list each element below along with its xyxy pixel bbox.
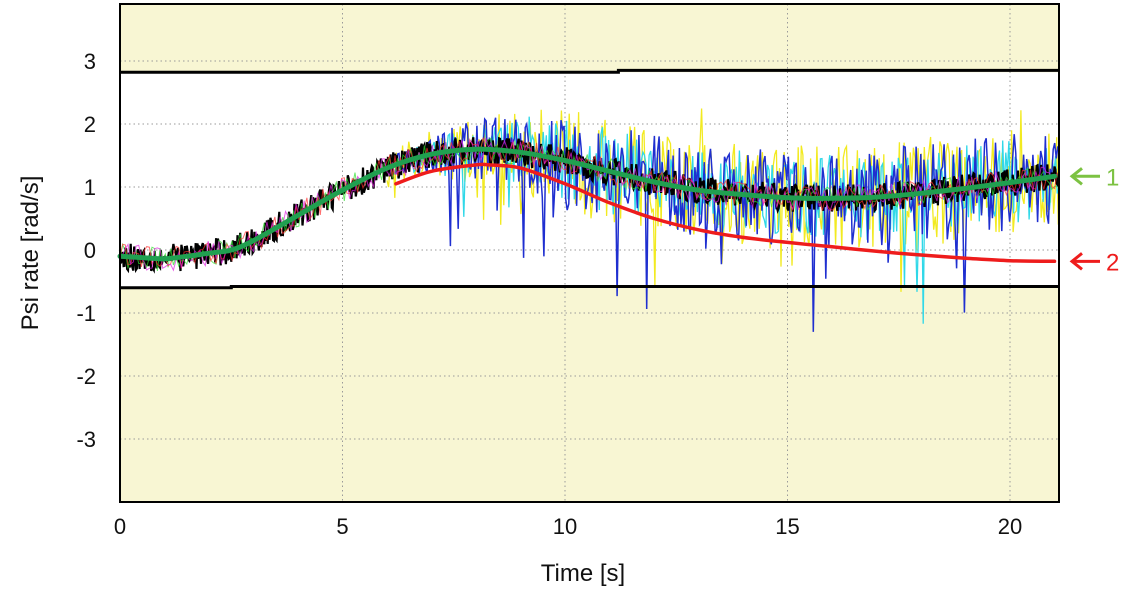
limit-lines bbox=[120, 68, 1059, 290]
y-tick-label: 1 bbox=[84, 175, 96, 200]
noise-trace-yellow bbox=[386, 108, 1059, 292]
plot-frame bbox=[119, 3, 1060, 503]
annotation-arrowhead-2 bbox=[1069, 252, 1083, 271]
annotation-label-2: 2 bbox=[1106, 249, 1119, 276]
x-tick-label: 5 bbox=[336, 514, 348, 539]
x-tick-label: 15 bbox=[775, 514, 799, 539]
y-tick-label: 2 bbox=[84, 112, 96, 137]
y-axis-title: Psi rate [rad/s] bbox=[17, 176, 44, 331]
y-tick-label: -2 bbox=[76, 364, 96, 389]
curve-annotations: 12 bbox=[1069, 164, 1119, 276]
noise-band-jitter bbox=[119, 138, 1058, 272]
noise-trace-blue bbox=[395, 117, 1059, 332]
y-tick-label: 0 bbox=[84, 238, 96, 263]
series-curves bbox=[117, 146, 1057, 264]
upper-limit-line bbox=[120, 68, 1059, 74]
x-tick-label: 20 bbox=[998, 514, 1022, 539]
y-tick-label: -1 bbox=[76, 301, 96, 326]
annotation-arrowhead-1 bbox=[1069, 167, 1083, 186]
series-curve-1 bbox=[117, 146, 1057, 262]
y-tick-label: 3 bbox=[84, 49, 96, 74]
lower-limit-line bbox=[120, 285, 1059, 290]
x-tick-label: 10 bbox=[553, 514, 577, 539]
x-axis-title: Time [s] bbox=[541, 560, 625, 587]
series-curve-2 bbox=[394, 162, 1057, 264]
annotation-label-1: 1 bbox=[1106, 164, 1119, 191]
y-tick-label: -3 bbox=[76, 427, 96, 452]
x-tick-label: 0 bbox=[114, 514, 126, 539]
